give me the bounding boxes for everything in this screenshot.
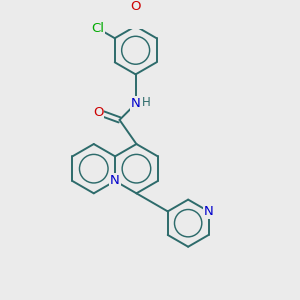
Text: O: O — [130, 0, 141, 13]
Text: H: H — [141, 96, 150, 109]
Text: N: N — [110, 175, 120, 188]
Text: N: N — [131, 97, 140, 110]
Text: O: O — [93, 106, 104, 118]
Text: N: N — [204, 205, 213, 218]
Text: Cl: Cl — [91, 22, 104, 35]
